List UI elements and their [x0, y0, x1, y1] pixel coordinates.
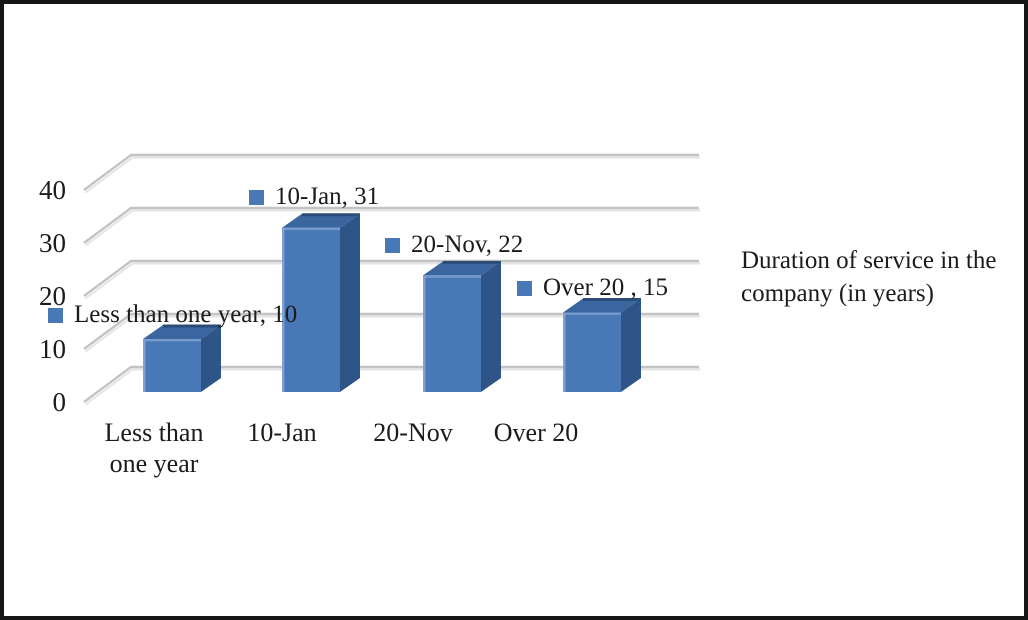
bar-side-face — [201, 325, 221, 392]
bar-top-face — [563, 298, 641, 313]
x-axis-category-label: 20-Nov — [373, 418, 453, 447]
x-axis-category-label: 10-Jan — [247, 418, 317, 447]
bar-top-face — [143, 325, 221, 339]
data-label: Less than one year, 10 — [48, 300, 297, 330]
gridline — [83, 365, 699, 403]
gridline-shadow — [84, 209, 701, 247]
gridline-shadow — [84, 156, 701, 194]
gridline — [83, 206, 699, 244]
gridline-shadow — [84, 262, 701, 300]
series-legend-label: Duration of service in the company (in y… — [741, 247, 997, 307]
data-label-text: Less than one year, 10 — [74, 301, 298, 328]
bar-front-face — [143, 339, 201, 392]
data-label-marker-icon — [517, 280, 532, 296]
data-label-text: 20-Nov, 22 — [411, 231, 524, 258]
gridline-shadow — [84, 368, 701, 406]
y-axis-tick-label: 10 — [39, 334, 66, 364]
bar-top-face — [423, 261, 501, 276]
bar-chart-plot — [83, 153, 701, 406]
y-axis-tick-label: 0 — [52, 387, 67, 417]
bar-top-face — [282, 213, 360, 228]
y-axis-tick-label: 40 — [39, 175, 66, 205]
gridline — [83, 312, 699, 350]
y-axis-tick-label: 20 — [39, 281, 66, 311]
bar-front-face — [563, 312, 621, 392]
y-axis-tick-label: 30 — [39, 228, 66, 258]
gridline-shadow — [84, 315, 701, 353]
bar-side-face — [481, 261, 501, 392]
data-label: 10-Jan, 31 — [249, 182, 379, 212]
bar-side-face — [340, 213, 360, 392]
data-label-marker-icon — [48, 307, 63, 323]
data-label-marker-icon — [249, 189, 264, 205]
x-axis-category-label: Over 20 — [493, 418, 579, 447]
data-label-marker-icon — [385, 237, 400, 253]
data-label-text: Over 20 , 15 — [543, 274, 668, 301]
gridline — [83, 259, 699, 297]
data-label-text: 10-Jan, 31 — [275, 183, 380, 210]
data-label: 20-Nov, 22 — [385, 230, 523, 260]
bar-side-face — [621, 298, 641, 392]
data-label: Over 20 , 15 — [517, 273, 668, 303]
bar-front-face — [282, 227, 340, 392]
gridline — [83, 153, 699, 191]
bar-front-face — [423, 275, 481, 392]
x-axis-category-label: Less than one year — [104, 418, 204, 478]
